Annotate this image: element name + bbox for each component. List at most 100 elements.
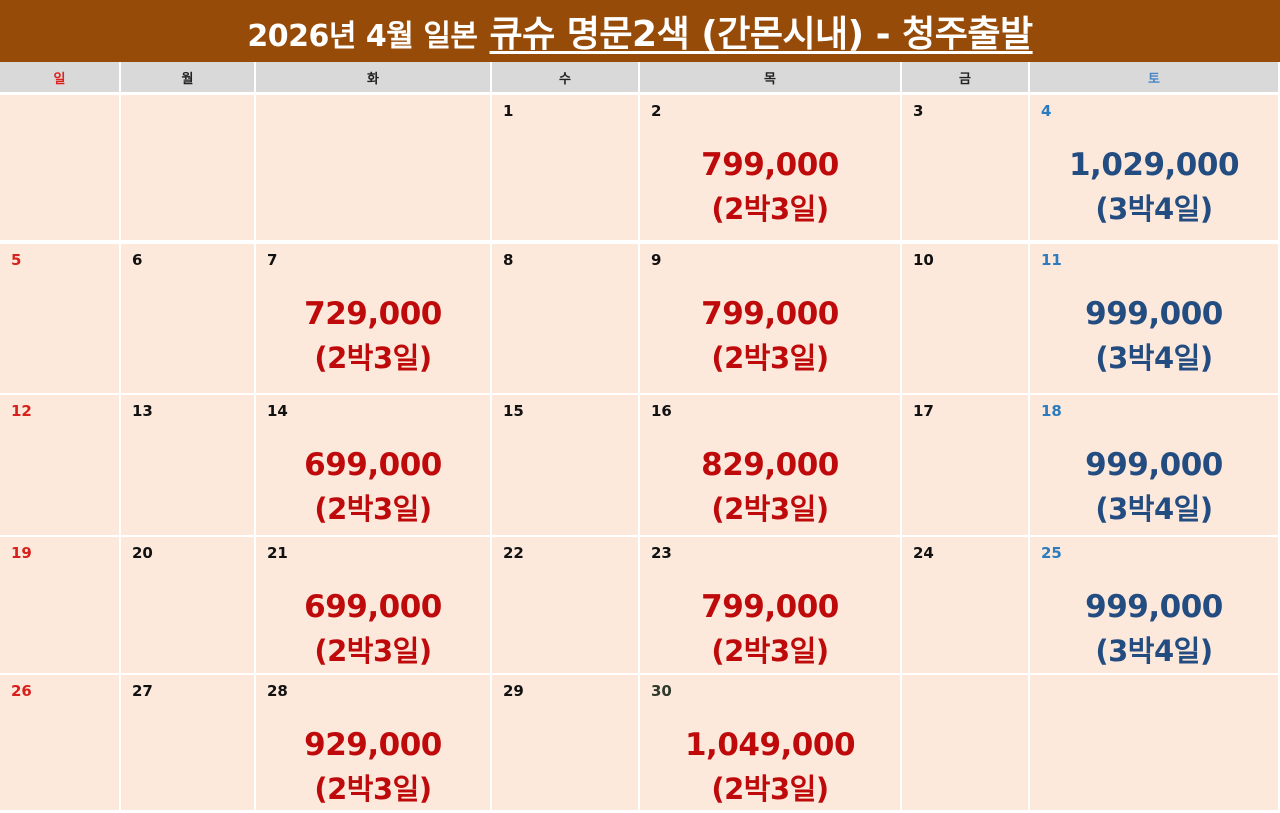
calendar-cell: 10 — [902, 240, 1030, 393]
calendar-cell: 18 999,000 (3박4일) — [1030, 393, 1280, 535]
day-number: 21 — [267, 544, 288, 562]
day-number: 27 — [132, 682, 153, 700]
calendar-cell: 26 — [0, 673, 121, 810]
day-number: 9 — [651, 251, 662, 269]
title-banner: 2026년 4월 일본 큐슈 명문2색 (간몬시내) - 청주출발 — [0, 0, 1280, 62]
calendar-cell: 25 999,000 (3박4일) — [1030, 535, 1280, 673]
tour-price: 729,000 — [304, 296, 442, 332]
calendar-grid: 일 월 화 수 목 금 토 1 2 799,000 (2박3일) 3 4 1,0… — [0, 62, 1280, 811]
calendar-cell: 9 799,000 (2박3일) — [640, 240, 902, 393]
tour-price: 799,000 — [701, 589, 839, 625]
day-number: 6 — [132, 251, 143, 269]
tour-duration: (3박4일) — [1095, 492, 1213, 526]
title-prefix: 2026년 4월 일본 — [247, 19, 478, 54]
tour-duration: (2박3일) — [711, 492, 829, 526]
weekday-header-sun: 일 — [0, 62, 121, 92]
day-number: 24 — [913, 544, 934, 562]
day-number: 25 — [1041, 544, 1062, 562]
calendar-cell-empty — [1030, 673, 1280, 810]
day-number: 29 — [503, 682, 524, 700]
calendar-cell: 11 999,000 (3박4일) — [1030, 240, 1280, 393]
tour-price: 999,000 — [1085, 447, 1223, 483]
calendar-cell: 28 929,000 (2박3일) — [256, 673, 492, 810]
tour-duration: (2박3일) — [314, 772, 432, 806]
calendar-cell: 8 — [492, 240, 640, 393]
day-number: 16 — [651, 402, 672, 420]
calendar-cell: 4 1,029,000 (3박4일) — [1030, 92, 1280, 240]
weekday-header-wed: 수 — [492, 62, 640, 92]
day-number: 22 — [503, 544, 524, 562]
calendar-cell: 30 1,049,000 (2박3일) — [640, 673, 902, 810]
tour-price: 999,000 — [1085, 589, 1223, 625]
day-number: 19 — [11, 544, 32, 562]
tour-price: 1,049,000 — [684, 727, 856, 763]
day-number: 7 — [267, 251, 278, 269]
day-number: 2 — [651, 102, 662, 120]
weekday-header-fri: 금 — [902, 62, 1030, 92]
weekday-header-thu: 목 — [640, 62, 902, 92]
calendar-cell: 29 — [492, 673, 640, 810]
calendar-cell: 6 — [121, 240, 256, 393]
day-number: 4 — [1041, 102, 1052, 120]
day-number: 23 — [651, 544, 672, 562]
day-number: 30 — [651, 682, 672, 700]
tour-price: 699,000 — [304, 589, 442, 625]
calendar-cell: 21 699,000 (2박3일) — [256, 535, 492, 673]
calendar-cell: 2 799,000 (2박3일) — [640, 92, 902, 240]
calendar-cell: 23 799,000 (2박3일) — [640, 535, 902, 673]
title-main: 큐슈 명문2색 (간몬시내) - 청주출발 — [489, 14, 1034, 55]
calendar-cell: 19 — [0, 535, 121, 673]
tour-price: 699,000 — [304, 447, 442, 483]
day-number: 8 — [503, 251, 514, 269]
day-number: 20 — [132, 544, 153, 562]
weekday-header-sat: 토 — [1030, 62, 1280, 92]
tour-price: 999,000 — [1085, 296, 1223, 332]
calendar-cell: 5 — [0, 240, 121, 393]
tour-price: 829,000 — [701, 447, 839, 483]
day-number: 18 — [1041, 402, 1062, 420]
calendar-cell: 13 — [121, 393, 256, 535]
tour-duration: (3박4일) — [1095, 192, 1213, 226]
tour-price: 929,000 — [304, 727, 442, 763]
tour-duration: (2박3일) — [711, 341, 829, 375]
tour-duration: (2박3일) — [314, 492, 432, 526]
day-number: 3 — [913, 102, 924, 120]
day-number: 28 — [267, 682, 288, 700]
day-number: 11 — [1041, 251, 1062, 269]
calendar-cell: 15 — [492, 393, 640, 535]
weekday-header-tue: 화 — [256, 62, 492, 92]
day-number: 17 — [913, 402, 934, 420]
calendar-cell: 14 699,000 (2박3일) — [256, 393, 492, 535]
calendar-cell: 7 729,000 (2박3일) — [256, 240, 492, 393]
tour-duration: (2박3일) — [314, 341, 432, 375]
day-number: 1 — [503, 102, 514, 120]
tour-duration: (2박3일) — [711, 772, 829, 806]
calendar-cell: 17 — [902, 393, 1030, 535]
day-number: 10 — [913, 251, 934, 269]
tour-price: 799,000 — [701, 296, 839, 332]
weekday-header-mon: 월 — [121, 62, 256, 92]
calendar-cell: 22 — [492, 535, 640, 673]
day-number: 14 — [267, 402, 288, 420]
calendar-cell: 20 — [121, 535, 256, 673]
day-number: 5 — [11, 251, 22, 269]
calendar-cell-empty — [902, 673, 1030, 810]
calendar-cell: 1 — [492, 92, 640, 240]
calendar-cell: 12 — [0, 393, 121, 535]
calendar-cell-empty — [0, 92, 121, 240]
calendar-cell: 16 829,000 (2박3일) — [640, 393, 902, 535]
day-number: 15 — [503, 402, 524, 420]
tour-duration: (2박3일) — [711, 192, 829, 226]
calendar-cell: 24 — [902, 535, 1030, 673]
day-number: 13 — [132, 402, 153, 420]
calendar-cell: 27 — [121, 673, 256, 810]
tour-duration: (2박3일) — [711, 634, 829, 668]
calendar-cell: 3 — [902, 92, 1030, 240]
tour-price: 1,029,000 — [1068, 147, 1240, 183]
tour-duration: (2박3일) — [314, 634, 432, 668]
day-number: 12 — [11, 402, 32, 420]
calendar-cell-empty — [256, 92, 492, 240]
day-number: 26 — [11, 682, 32, 700]
tour-duration: (3박4일) — [1095, 634, 1213, 668]
calendar-cell-empty — [121, 92, 256, 240]
